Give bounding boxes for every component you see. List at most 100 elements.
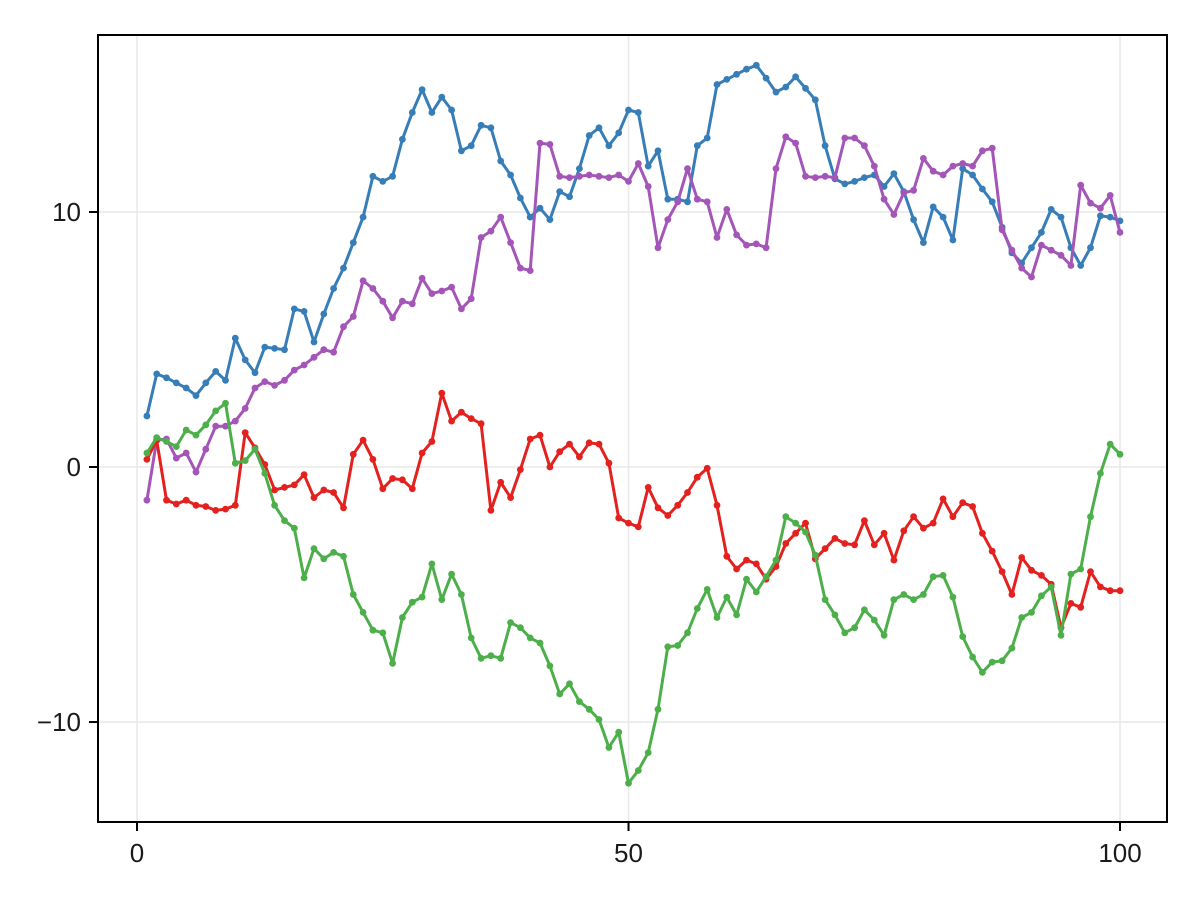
series-3-red-marker	[192, 501, 200, 509]
series-1-blue-marker	[792, 73, 799, 81]
series-3-red-marker	[271, 486, 278, 494]
series-4-green-marker	[369, 626, 377, 634]
series-2-purple-marker	[1116, 229, 1124, 236]
series-1-blue-markers	[143, 61, 1124, 420]
series-2-purple-marker	[880, 195, 888, 203]
series-4-green-marker	[153, 434, 161, 442]
series-1-blue-marker	[1047, 206, 1055, 213]
series-2-purple-marker	[448, 283, 455, 291]
series-3-red-marker	[566, 440, 573, 448]
y-tick-label: 0	[67, 452, 81, 482]
series-4-green-marker	[418, 593, 426, 601]
series-2-purple-line	[145, 135, 1122, 502]
series-4-green-marker	[566, 680, 573, 688]
series-2-purple-marker	[320, 346, 328, 354]
series-2-purple-marker	[389, 314, 396, 322]
series-4-green-marker	[241, 457, 249, 464]
y-axis: −10 0 10	[37, 197, 98, 737]
series-2-purple-marker	[1097, 204, 1104, 212]
series-3-red-marker	[674, 501, 682, 509]
series-2-purple-marker	[458, 305, 465, 313]
series-1-blue-marker	[143, 412, 151, 420]
series-4-green-marker	[762, 573, 770, 581]
y-tick-label: −10	[37, 707, 81, 737]
series-4-green-marker	[556, 690, 564, 698]
series-4-green-marker	[733, 611, 740, 619]
series-2-purple-marker	[1047, 246, 1055, 254]
series-4-green-marker	[585, 705, 593, 713]
series-4-green-marker	[526, 634, 534, 642]
gridlines	[98, 35, 1167, 822]
series-3-red-marker	[300, 471, 308, 479]
series-3-red-marker	[349, 450, 357, 458]
series-3-red-line	[145, 391, 1122, 630]
series-3-red-marker	[556, 448, 564, 456]
series-3-red-marker	[1018, 554, 1026, 561]
series-4-green-marker	[448, 570, 455, 578]
series-4-green-marker	[507, 619, 514, 626]
series-4-green-marker	[654, 705, 662, 713]
series-2-purple-marker	[290, 366, 298, 374]
series-4-green-marker	[870, 616, 878, 624]
series-4-green-marker	[389, 660, 396, 667]
series-3-red-marker	[654, 504, 662, 512]
series-2-purple-marker	[713, 234, 721, 241]
series-2-purple-marker	[851, 134, 858, 142]
series-1-blue-marker	[517, 194, 524, 202]
series-1-blue-marker	[890, 170, 898, 178]
series-1-blue-marker	[467, 142, 475, 150]
series-3-red-marker	[693, 473, 701, 481]
series-3-red-marker	[752, 560, 760, 568]
series-3-red-marker	[517, 466, 524, 473]
series-4-green-marker	[605, 744, 613, 751]
series-1-blue-marker	[320, 310, 328, 318]
series-4-green-marker	[517, 624, 524, 632]
series-3-red-marker	[340, 504, 347, 512]
series-2-purple-marker	[1018, 264, 1026, 272]
series-1-blue-marker	[418, 86, 426, 93]
series-1-blue-marker	[192, 392, 200, 399]
series-1-blue-marker	[585, 132, 593, 139]
series-4-green-marker	[969, 653, 976, 661]
series-3-red-marker	[880, 529, 888, 537]
series-3-red-marker	[723, 552, 731, 560]
series-1-blue-marker	[369, 172, 377, 180]
series-2-purple-marker	[703, 198, 711, 206]
series-2-purple-marker	[693, 195, 701, 203]
series-2-purple-marker	[487, 227, 495, 235]
series-2-purple-marker	[831, 174, 839, 182]
series-2-purple-marker	[1028, 273, 1035, 281]
series-2-purple-marker	[861, 142, 868, 150]
series-1-blue-marker	[546, 216, 554, 224]
series-1-blue-marker	[556, 188, 564, 196]
series-4-green-marker	[349, 591, 357, 598]
series-4-green-marker	[261, 470, 269, 477]
series-4-green-marker	[1097, 470, 1104, 477]
series-3-red-marker	[576, 453, 583, 461]
series-3-red-marker	[605, 459, 613, 467]
series-2-purple-marker	[949, 162, 957, 170]
series-1-blue-marker	[664, 195, 672, 203]
series-4-green-marker	[251, 445, 259, 453]
series-3-red-marker	[330, 489, 337, 496]
series-4-green-marker	[1038, 592, 1045, 600]
series-2-purple-marker	[1067, 262, 1075, 269]
series-1-blue-marker	[163, 374, 170, 382]
series-2-purple	[143, 133, 1124, 504]
series-4-green-marker	[929, 573, 937, 581]
series-2-purple-marker	[428, 290, 436, 297]
series-1-blue-marker	[625, 106, 632, 114]
series-4-green-marker	[320, 555, 328, 563]
series-3-red-marker	[684, 489, 691, 496]
series-2-purple-marker	[507, 239, 514, 247]
series-1-blue-marker	[654, 147, 662, 155]
series-2-purple-marker	[231, 417, 239, 425]
series-1-blue-marker	[979, 185, 986, 193]
series-4-green-marker	[615, 728, 623, 736]
series-3-red-marker	[231, 501, 239, 509]
series-2-purple-marker	[497, 213, 505, 221]
series-1-blue	[143, 61, 1124, 420]
series-3-red-marker	[644, 484, 652, 491]
series-4-green-marker	[1018, 614, 1026, 621]
series-4-green-marker	[172, 443, 180, 450]
